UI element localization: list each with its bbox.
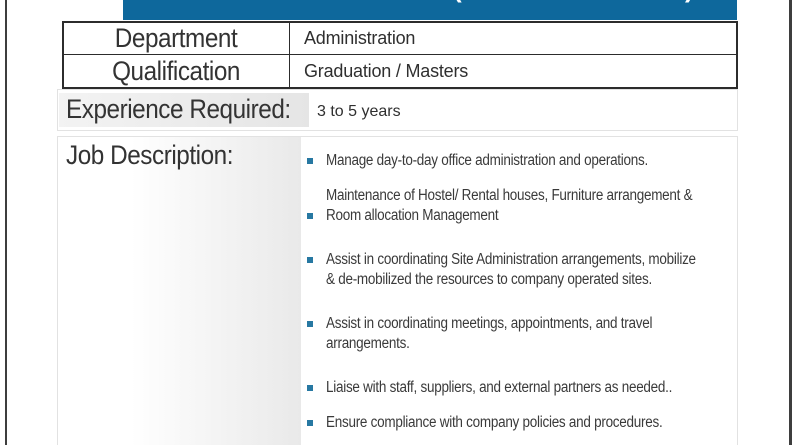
table-row-qualification: Qualification Graduation / Masters bbox=[64, 54, 736, 87]
experience-label: Experience Required: bbox=[66, 94, 291, 124]
qualification-value: Graduation / Masters bbox=[304, 60, 469, 81]
poster-right-border bbox=[789, 0, 792, 445]
list-item: Ensure compliance with company policies … bbox=[307, 413, 737, 433]
list-item-text: Manage day-to-day office administration … bbox=[326, 152, 648, 169]
bullet-square-icon bbox=[307, 321, 313, 327]
department-value: Administration bbox=[304, 28, 416, 48]
experience-label-background bbox=[59, 93, 309, 127]
experience-value: 3 to 5 years bbox=[317, 103, 401, 120]
list-item-text: Assist in coordinating Site Administrati… bbox=[326, 251, 696, 288]
bullet-square-icon bbox=[307, 420, 313, 426]
qualification-value-cell: Graduation / Masters bbox=[290, 55, 736, 87]
job-description-label: Job Description: bbox=[66, 140, 234, 170]
list-item: Manage day-to-day office administration … bbox=[307, 151, 737, 171]
job-description-section: Job Description: Manage day-to-day offic… bbox=[57, 136, 738, 445]
list-item-text: Ensure compliance with company policies … bbox=[326, 414, 663, 431]
header-title-bar: ( ) bbox=[123, 0, 737, 20]
list-item-text: Liaise with staff, suppliers, and extern… bbox=[326, 379, 673, 396]
bullet-square-icon bbox=[307, 158, 313, 164]
list-item: Assist in coordinating meetings, appoint… bbox=[307, 314, 737, 354]
list-item: Liaise with staff, suppliers, and extern… bbox=[307, 378, 737, 398]
list-item: Assist in coordinating Site Administrati… bbox=[307, 250, 737, 290]
qualification-label-cell: Qualification bbox=[64, 55, 290, 87]
list-item-text: Assist in coordinating meetings, appoint… bbox=[326, 315, 653, 352]
bullet-square-icon bbox=[307, 385, 313, 391]
qualification-label: Qualification bbox=[112, 55, 241, 86]
info-table: Department Administration Qualification … bbox=[62, 21, 738, 89]
title-paren-open-fragment: ( bbox=[453, 0, 462, 5]
list-item: Maintenance of Hostel/ Rental houses, Fu… bbox=[307, 186, 737, 226]
experience-row: Experience Required: 3 to 5 years bbox=[57, 89, 738, 131]
department-value-cell: Administration bbox=[290, 23, 736, 54]
department-label: Department bbox=[115, 23, 238, 53]
job-description-label-cell: Job Description: bbox=[58, 137, 301, 445]
job-description-list: Manage day-to-day office administration … bbox=[301, 137, 737, 445]
department-label-cell: Department bbox=[64, 23, 290, 54]
title-paren-close-fragment: ) bbox=[685, 0, 694, 5]
list-item-text: Maintenance of Hostel/ Rental houses, Fu… bbox=[326, 187, 693, 224]
poster-left-border bbox=[5, 0, 7, 445]
bullet-square-icon bbox=[307, 213, 313, 219]
table-row-department: Department Administration bbox=[64, 23, 736, 54]
bullet-square-icon bbox=[307, 257, 313, 263]
